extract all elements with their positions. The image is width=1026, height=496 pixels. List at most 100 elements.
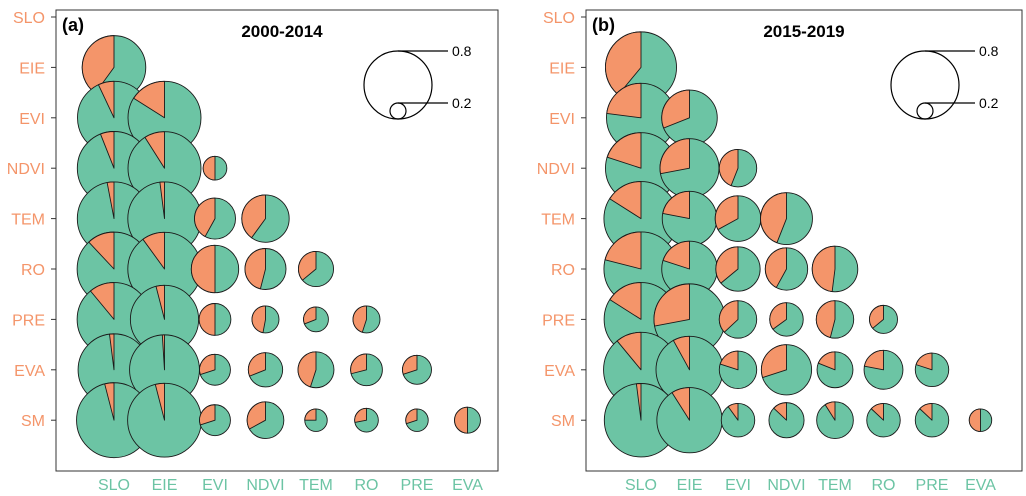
pie-slice bbox=[764, 247, 787, 289]
col-label: PRE bbox=[916, 477, 949, 494]
col-label: NDVI bbox=[246, 477, 284, 494]
legend-circle-large bbox=[363, 50, 433, 120]
panel-label: (b) bbox=[592, 15, 615, 35]
pie-RO-EIE bbox=[127, 231, 202, 307]
pie-SM-PRE bbox=[914, 403, 950, 438]
pie-slice bbox=[199, 404, 216, 426]
pie-SM-TEM bbox=[816, 401, 854, 439]
pie-slice bbox=[727, 403, 739, 421]
pie-slice bbox=[672, 335, 690, 371]
pie-slice bbox=[616, 331, 642, 371]
pie-slice bbox=[244, 248, 266, 290]
pie-PRE-NDVI bbox=[251, 305, 280, 334]
col-label: RO bbox=[355, 477, 379, 494]
pie-PRE-NDVI bbox=[769, 302, 804, 337]
pie-slice bbox=[824, 401, 836, 421]
legend-circle-small bbox=[916, 102, 934, 120]
pie-slice bbox=[863, 349, 884, 371]
pie-slice bbox=[133, 80, 165, 119]
pie-slice bbox=[350, 353, 367, 375]
pie-slice bbox=[194, 197, 216, 238]
legend-label-large: 0.8 bbox=[452, 43, 472, 59]
row-label: TEM bbox=[541, 212, 575, 229]
pie-slice bbox=[604, 231, 642, 270]
pie-slice bbox=[915, 352, 933, 371]
pie-slice bbox=[199, 353, 216, 376]
pie-slice bbox=[662, 240, 690, 270]
row-label: PRE bbox=[542, 312, 575, 329]
pie-slice bbox=[352, 305, 367, 333]
pie-slice bbox=[246, 401, 266, 430]
row-label: SLO bbox=[543, 10, 575, 27]
pie-slice bbox=[109, 333, 115, 371]
pie-SM-PRE bbox=[405, 408, 429, 432]
pie-PRE-EVI bbox=[198, 303, 232, 336]
pie-slice bbox=[454, 406, 468, 434]
pie-slice bbox=[81, 35, 115, 94]
col-label: EIE bbox=[677, 477, 703, 494]
pie-slice bbox=[241, 194, 266, 239]
pie-SM-RO bbox=[354, 407, 379, 433]
panel-a: (a) 2000-2014 SLO EIE EVI NDVI TEM RO PRE EVA SM SL… bbox=[7, 9, 499, 494]
pie-slice bbox=[142, 231, 165, 270]
pie-slice bbox=[106, 181, 115, 220]
pie-slice bbox=[402, 354, 418, 375]
pie-slice bbox=[90, 282, 115, 320]
row-label: EIE bbox=[549, 60, 575, 77]
pie-slice bbox=[869, 304, 884, 329]
pie-EVA-EVI bbox=[718, 350, 758, 389]
pie-PRE-EIE bbox=[653, 283, 726, 356]
pie-TEM-NDVI bbox=[760, 192, 813, 245]
size-legend: 0.8 0.2 bbox=[363, 43, 472, 120]
pie-RO-TEM bbox=[811, 245, 859, 293]
pie-slice bbox=[304, 408, 317, 421]
pie-slice bbox=[773, 402, 787, 421]
pie-SM-NDVI bbox=[768, 402, 805, 439]
legend-label-small: 0.2 bbox=[452, 95, 472, 111]
pie-slice bbox=[144, 131, 165, 169]
pie-slice bbox=[870, 403, 884, 421]
col-label: PRE bbox=[401, 477, 434, 494]
pie-RO-TEM bbox=[297, 250, 335, 288]
pie-PRE-TEM bbox=[303, 306, 329, 333]
col-label: SLO bbox=[98, 477, 130, 494]
pie-EVI-EIE bbox=[127, 80, 202, 155]
pie-SM-EVI bbox=[720, 403, 756, 438]
pie-slice bbox=[817, 351, 836, 371]
pie-slice bbox=[671, 387, 690, 421]
pie-slice bbox=[714, 195, 739, 231]
pie-PRE-EIE bbox=[129, 284, 200, 354]
pie-SM-EVA bbox=[968, 408, 993, 432]
pie-slice bbox=[297, 351, 317, 388]
col-label: EVI bbox=[725, 477, 751, 494]
pie-slice bbox=[606, 82, 642, 119]
plot-frame bbox=[55, 9, 499, 472]
pie-slice bbox=[606, 132, 642, 169]
pie-slice bbox=[661, 89, 690, 129]
size-legend: 0.8 0.2 bbox=[890, 43, 999, 120]
col-label: EIE bbox=[152, 477, 178, 494]
row-label: SM bbox=[21, 413, 45, 430]
pie-EVI-SLO bbox=[606, 82, 676, 153]
pie-EVA-TEM bbox=[816, 351, 854, 389]
panel-title: 2000-2014 bbox=[241, 22, 323, 41]
pie-slice bbox=[161, 334, 165, 371]
pie-EVA-RO bbox=[863, 349, 904, 390]
row-label: RO bbox=[551, 262, 575, 279]
legend-label-small: 0.2 bbox=[979, 95, 999, 111]
pie-slice bbox=[88, 231, 115, 270]
pie-NDVI-EVI bbox=[718, 149, 758, 188]
pie-SM-EIE bbox=[656, 387, 723, 454]
pie-slice bbox=[769, 302, 787, 330]
row-label: SM bbox=[551, 413, 575, 430]
pie-slice bbox=[968, 408, 981, 432]
pie-PRE-TEM bbox=[815, 300, 855, 339]
pie-EVA-PRE bbox=[914, 352, 950, 387]
panel-label: (a) bbox=[62, 15, 84, 35]
pie-slice bbox=[760, 344, 787, 379]
pie-slice bbox=[354, 407, 367, 423]
pie-slice bbox=[718, 300, 739, 333]
col-label: TEM bbox=[299, 477, 333, 494]
pie-slice bbox=[715, 246, 739, 284]
pie-slice bbox=[719, 350, 739, 371]
